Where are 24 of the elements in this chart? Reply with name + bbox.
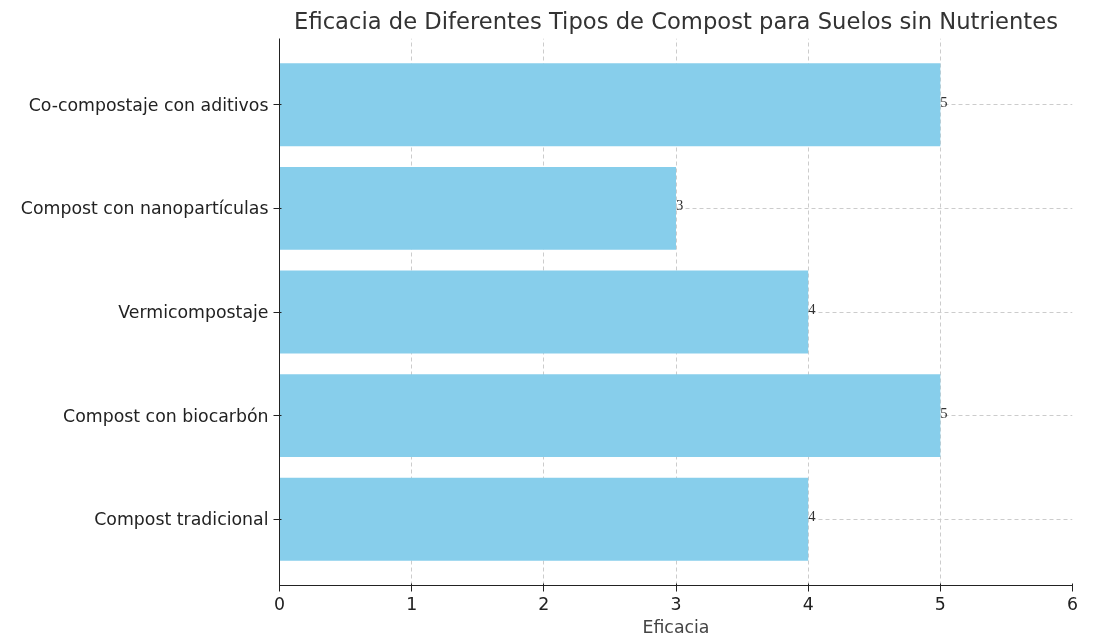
y-tick-label: Co-compostaje con aditivos (28, 94, 269, 115)
y-tick-label: Compost tradicional (94, 509, 269, 530)
x-tick-label: 2 (538, 593, 550, 614)
y-tick-label: Vermicompostaje (118, 302, 269, 322)
x-tick-label: 5 (934, 593, 946, 614)
x-tick-label: 0 (273, 593, 286, 614)
bar (279, 166, 676, 250)
data-label: 4 (808, 508, 817, 525)
data-label: 3 (676, 197, 684, 214)
x-tick-label: 6 (1066, 593, 1079, 614)
bar (279, 63, 941, 147)
x-tick-label: 1 (406, 593, 418, 614)
data-label: 4 (808, 301, 817, 317)
chart-title: Eficacia de Diferentes Tipos de Compost para Suelos sin Nutrientes (294, 7, 1058, 34)
data-label: 5 (940, 404, 948, 421)
bar (279, 374, 941, 458)
y-tick-label: Compost con biocarbón (63, 405, 269, 426)
x-tick-label: 3 (670, 593, 682, 614)
bar (279, 270, 809, 354)
y-tick-label: Compost con nanopartículas (20, 198, 269, 219)
x-tick-label: 4 (802, 593, 814, 614)
data-label: 5 (940, 93, 948, 110)
bar (279, 477, 809, 561)
x-axis-title: Eficacia (642, 616, 710, 637)
